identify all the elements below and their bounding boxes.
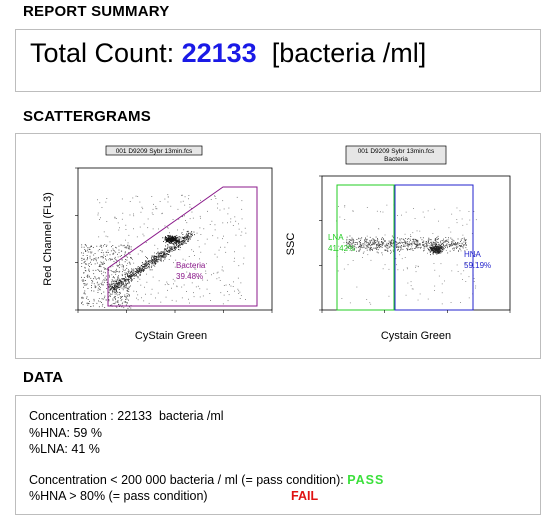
concentration-condition-text: Concentration < 200 000 bacteria / ml (=… [29, 473, 348, 487]
plot2-title-box [345, 145, 447, 165]
plot2-title-line2: Bacteria [384, 156, 408, 163]
scatterplot-2: 001 D9209 Sybr 13min.fcs Bacteria LNA 41… [285, 145, 511, 342]
scattergrams-panel: 001 D9209 Sybr 13min.fcs Bacteria 39.48%… [15, 133, 541, 359]
plot2-ylabel: SSC [285, 233, 297, 256]
plot1-title: 001 D9209 Sybr 13min.fcs [116, 148, 193, 155]
hna-condition-text: %HNA > 80% (= pass condition) [29, 489, 208, 503]
report-summary-panel: Total Count: 22133 [bacteria /ml] [15, 29, 541, 92]
concentration-condition: Concentration < 200 000 bacteria / ml (=… [29, 473, 384, 487]
scatterplot-1: 001 D9209 Sybr 13min.fcs Bacteria 39.48%… [42, 145, 273, 342]
plot2-points [336, 204, 477, 305]
hna-condition: %HNA > 80% (= pass condition) FAIL [29, 489, 318, 503]
data-title: DATA [23, 369, 64, 386]
plot2-xlabel: Cystain Green [381, 330, 451, 342]
lna-gate-pct: 41.42% [328, 244, 355, 253]
bacteria-gate-label: Bacteria [176, 261, 206, 270]
plot1-xlabel: CyStain Green [135, 330, 207, 342]
plot2-ticks [319, 175, 511, 313]
concentration-line: Concentration : 22133 bacteria /ml [29, 409, 224, 423]
lna-gate-label: LNA [328, 233, 344, 242]
bacteria-gate [107, 186, 258, 307]
fail-badge: FAIL [291, 489, 319, 503]
bacteria-gate-pct: 39.48% [176, 272, 203, 281]
lna-gate [336, 184, 395, 311]
hna-gate-pct: 59.19% [464, 261, 491, 270]
pass-badge: PASS [347, 473, 385, 487]
total-count-line: Total Count: 22133 [bacteria /ml] [30, 38, 426, 69]
scattergrams-title: SCATTERGRAMS [23, 108, 151, 125]
hna-gate [394, 184, 474, 311]
plot2-title-line1: 001 D9209 Sybr 13min.fcs [358, 148, 435, 155]
data-panel: Concentration : 22133 bacteria /ml %HNA:… [15, 395, 541, 515]
total-count-value: 22133 [181, 38, 257, 68]
plot1-title-box [105, 145, 203, 156]
plot1-points [81, 194, 247, 309]
total-count-unit: [bacteria /ml] [271, 38, 427, 68]
hna-line: %HNA: 59 % [29, 426, 102, 440]
report-summary-title: REPORT SUMMARY [23, 3, 170, 20]
plot1-ylabel: Red Channel (FL3) [42, 192, 54, 286]
hna-gate-label: HNA [464, 250, 482, 259]
scattergrams-svg: 001 D9209 Sybr 13min.fcs Bacteria 39.48%… [42, 145, 511, 342]
plot1-ticks [75, 167, 273, 313]
total-count-label: Total Count: [30, 38, 175, 68]
lna-line: %LNA: 41 % [29, 442, 100, 456]
